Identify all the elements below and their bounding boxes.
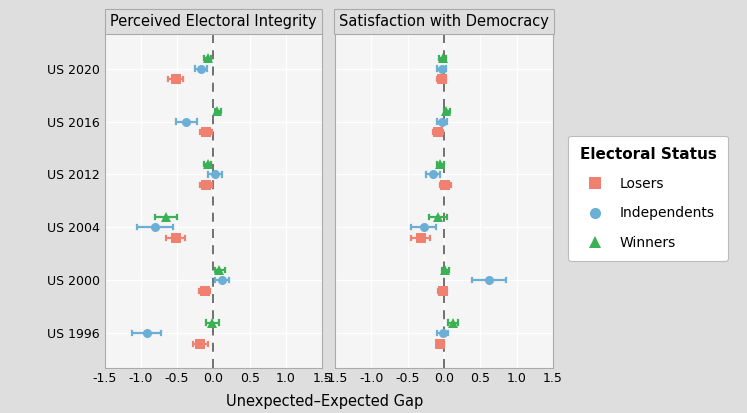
Title: Perceived Electoral Integrity: Perceived Electoral Integrity [110,14,317,29]
Title: Satisfaction with Democracy: Satisfaction with Democracy [339,14,549,29]
Legend: Losers, Independents, Winners: Losers, Independents, Winners [568,136,728,261]
Text: Unexpected–Expected Gap: Unexpected–Expected Gap [226,394,424,409]
